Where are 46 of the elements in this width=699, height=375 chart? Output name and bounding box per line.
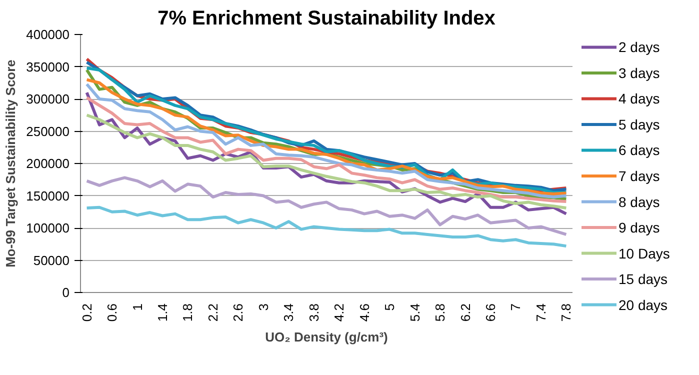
x-tick-label: 1 — [130, 303, 145, 311]
y-tick-label: 0 — [62, 285, 70, 300]
line-series — [85, 114, 568, 210]
legend-label: 6 days — [618, 142, 660, 158]
x-tick-label: 6.6 — [483, 303, 498, 322]
line-series — [85, 206, 568, 248]
x-tick-label: 0.2 — [79, 303, 94, 322]
legend-label: 5 days — [618, 116, 660, 132]
y-tick-label: 250000 — [26, 124, 70, 139]
x-tick-label: 1.8 — [180, 303, 196, 322]
y-axis-title: Mo-99 Target Sustainability Score — [3, 60, 18, 268]
legend-label: 20 days — [618, 296, 668, 313]
chart-title: 7% Enrichment Sustainability Index — [158, 8, 496, 30]
x-tick-label: 3 — [256, 303, 271, 311]
x-tick-label: 5.4 — [407, 303, 422, 322]
legend-label: 3 days — [618, 64, 660, 81]
y-tick-label: 200000 — [26, 156, 70, 171]
y-tick-label: 400000 — [26, 27, 70, 42]
x-tick-label: 3.8 — [306, 303, 322, 322]
legend-label: 9 days — [618, 220, 660, 236]
legend-label: 15 days — [618, 271, 668, 288]
legend-label: 2 days — [618, 39, 660, 56]
y-tick-label: 350000 — [26, 59, 70, 74]
x-tick-label: 4.2 — [332, 303, 347, 322]
y-tick-label: 50000 — [33, 252, 70, 268]
legend-label: 7 days — [618, 168, 660, 184]
x-tick-label: 0.6 — [104, 303, 120, 322]
x-tick-label: 7 — [508, 303, 524, 311]
y-tick-label: 150000 — [26, 188, 70, 204]
x-tick-label: 7.4 — [533, 303, 548, 322]
line-series — [85, 176, 568, 236]
x-tick-label: 5.8 — [432, 303, 448, 322]
x-tick-label: 5 — [382, 303, 398, 311]
y-tick-label: 300000 — [26, 92, 70, 106]
y-tick-label: 100000 — [26, 220, 70, 236]
x-tick-label: 6.2 — [458, 303, 473, 322]
x-tick-label: 4.6 — [356, 303, 372, 322]
x-tick-label: 2.6 — [230, 303, 246, 322]
x-tick-label: 1.4 — [155, 303, 170, 322]
legend-label: 4 days — [618, 90, 660, 107]
x-tick-label: 7.8 — [558, 303, 574, 322]
x-tick-label: 2.2 — [205, 303, 220, 322]
x-tick-label: 3.4 — [281, 303, 296, 322]
legend-label: 8 days — [618, 194, 660, 210]
x-axis-title: UO₂ Density (g/cm³) — [265, 330, 388, 345]
legend-label: 10 Days — [618, 245, 670, 262]
